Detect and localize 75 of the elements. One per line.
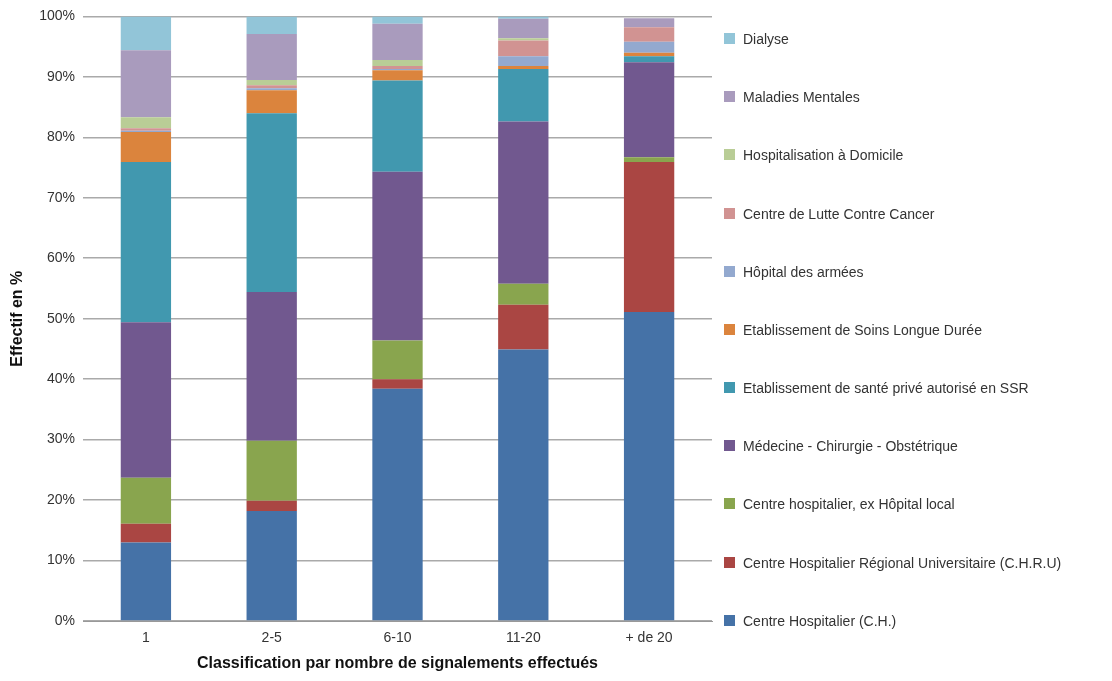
legend-label: Centre de Lutte Contre Cancer <box>743 204 935 223</box>
bar <box>623 56 675 63</box>
bar <box>498 283 549 305</box>
bar <box>623 41 675 53</box>
y-tick-label: 40% <box>46 370 76 387</box>
bar <box>372 340 423 380</box>
bar <box>246 33 297 80</box>
legend-label: Hôpital des armées <box>743 262 864 281</box>
legend-label: Etablissement de Soins Longue Durée <box>743 320 982 339</box>
x-tick-label: 1 <box>142 629 151 646</box>
bar <box>372 59 423 66</box>
legend-label: Centre Hospitalier Régional Universitaire (C.H.R.U) <box>743 553 1062 572</box>
bar <box>246 510 297 621</box>
legend-label: Hospitalisation à Domicile <box>743 146 904 165</box>
bar <box>498 121 549 284</box>
bar <box>120 50 172 118</box>
y-axis-title: Effectif en % <box>8 270 26 367</box>
bar <box>120 523 172 543</box>
bar <box>498 65 549 69</box>
bar <box>120 322 172 478</box>
y-tick-label: 80% <box>46 128 76 145</box>
bar <box>246 90 297 114</box>
bar <box>120 131 172 163</box>
bar <box>372 16 423 24</box>
y-tick-label: 30% <box>46 430 76 447</box>
bar <box>372 23 423 60</box>
bar <box>120 477 172 524</box>
y-tick-label: 20% <box>46 490 76 507</box>
bar <box>498 69 549 122</box>
bar <box>246 79 297 86</box>
legend-label: Médecine - Chirurgie - Obstétrique <box>743 437 958 456</box>
y-tick-label: 0% <box>54 611 76 628</box>
bar <box>623 157 675 163</box>
bar <box>498 349 549 621</box>
y-tick-label: 90% <box>46 67 76 84</box>
x-tick-label: 6-10 <box>383 629 412 646</box>
bar <box>498 304 549 350</box>
bar <box>246 440 297 501</box>
legend-label: Maladies Mentales <box>743 88 860 107</box>
y-tick-label: 60% <box>46 249 76 266</box>
bar <box>120 542 172 621</box>
bar <box>623 162 675 313</box>
bar <box>372 70 423 81</box>
legend-label: Dialyse <box>743 30 789 49</box>
bar <box>372 65 423 69</box>
bar <box>498 40 549 57</box>
bar <box>498 38 549 41</box>
y-tick-label: 100% <box>39 7 76 24</box>
legend-label: Centre hospitalier, ex Hôpital local <box>743 495 955 514</box>
bar <box>498 56 549 66</box>
bar <box>372 80 423 172</box>
x-tick-label: 2-5 <box>261 629 283 646</box>
bar <box>623 62 675 158</box>
bar <box>246 292 297 441</box>
bar <box>372 379 423 389</box>
bar <box>246 500 297 511</box>
bar <box>623 27 675 42</box>
bar <box>120 117 172 129</box>
bar <box>120 162 172 323</box>
x-tick-label: + de 20 <box>625 629 673 646</box>
bar <box>623 312 675 621</box>
y-tick-label: 50% <box>46 309 76 326</box>
bar <box>246 16 297 34</box>
x-tick-label: 11-20 <box>505 629 541 646</box>
bar <box>623 18 675 28</box>
bar <box>498 18 549 39</box>
x-axis-title: Classification par nombre de signalements effectués <box>197 653 599 671</box>
legend-label: Centre Hospitalier (C.H.) <box>743 611 897 630</box>
legend-label: Etablissement de santé privé autorisé en SSR <box>743 379 1029 398</box>
y-tick-label: 10% <box>46 551 76 568</box>
bar <box>372 171 423 341</box>
bar <box>246 113 297 293</box>
y-tick-label: 70% <box>46 188 76 205</box>
bar <box>120 16 172 51</box>
bar <box>372 388 423 621</box>
